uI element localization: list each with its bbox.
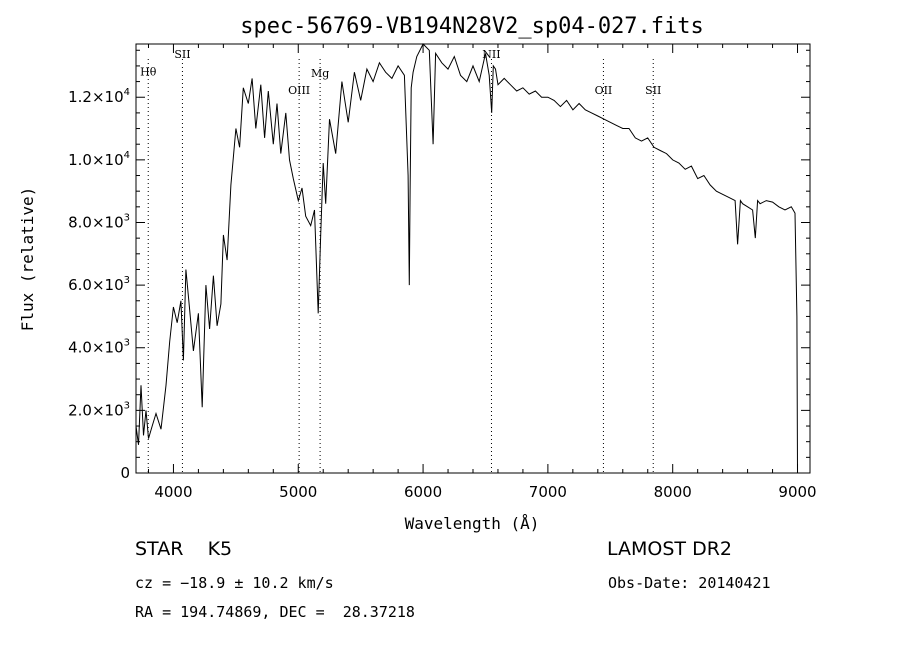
spectral-line-label: SII <box>174 48 190 61</box>
observation-date: Obs-Date: 20140421 <box>608 574 771 592</box>
y-axis-ticks: 02.0×1034.0×1036.0×1038.0×1031.0×1041.2×… <box>68 49 810 482</box>
redshift-velocity: cz = −18.9 ± 10.2 km/s <box>135 574 334 592</box>
spectral-line-label: Hθ <box>140 65 157 78</box>
spectrum-line <box>135 43 798 474</box>
y-tick-label: 8.0×103 <box>68 212 130 231</box>
x-tick-label: 6000 <box>404 483 442 501</box>
y-tick-exponent: 3 <box>124 338 130 349</box>
y-tick-exponent: 3 <box>124 400 130 411</box>
y-tick-label: 1.2×104 <box>68 87 130 106</box>
y-tick-mantissa: 0 <box>120 464 130 482</box>
x-tick-label: 9000 <box>778 483 816 501</box>
y-tick-mantissa: 1.0×10 <box>68 151 124 169</box>
y-tick-label: 2.0×103 <box>68 400 130 419</box>
x-tick-label: 7000 <box>529 483 567 501</box>
y-tick-exponent: 4 <box>124 87 130 98</box>
survey-name: LAMOST DR2 <box>607 538 732 560</box>
y-tick-label: 0 <box>120 464 130 482</box>
x-tick-label: 8000 <box>654 483 692 501</box>
y-tick-exponent: 3 <box>124 275 130 286</box>
x-axis-ticks: 4000 5000 6000 7000 8000 9000 <box>147 44 817 501</box>
x-tick-label: 5000 <box>279 483 317 501</box>
y-tick-mantissa: 2.0×10 <box>68 401 124 419</box>
spectral-line-label: SII <box>645 84 661 97</box>
y-tick-exponent: 4 <box>124 150 130 161</box>
spectral-line-label: NII <box>482 48 500 61</box>
y-tick-exponent: 3 <box>124 212 130 223</box>
spectral-line-label: Mg <box>311 67 329 80</box>
y-tick-label: 4.0×103 <box>68 338 130 357</box>
y-tick-label: 1.0×104 <box>68 150 130 169</box>
object-type: STAR <box>135 538 184 560</box>
spectral-line-label: OIII <box>288 84 310 97</box>
y-tick-mantissa: 6.0×10 <box>68 276 124 294</box>
y-tick-label: 6.0×103 <box>68 275 130 294</box>
y-axis-label: Flux (relative) <box>18 187 37 332</box>
x-axis-label: Wavelength (Å) <box>405 514 540 533</box>
object-subclass: K5 <box>207 538 233 560</box>
plot-border <box>135 43 811 474</box>
y-tick-mantissa: 8.0×10 <box>68 213 124 231</box>
plot-frame <box>135 43 811 474</box>
ra-dec-coordinates: RA = 194.74869, DEC = 28.37218 <box>135 603 415 621</box>
spectral-line-label: OII <box>595 84 613 97</box>
object-classification: STAR K5 <box>135 538 232 560</box>
chart-title: spec-56769-VB194N28V2_sp04-027.fits <box>240 14 704 39</box>
y-tick-mantissa: 4.0×10 <box>68 339 124 357</box>
y-tick-mantissa: 1.2×10 <box>68 88 124 106</box>
x-tick-label: 4000 <box>154 483 192 501</box>
